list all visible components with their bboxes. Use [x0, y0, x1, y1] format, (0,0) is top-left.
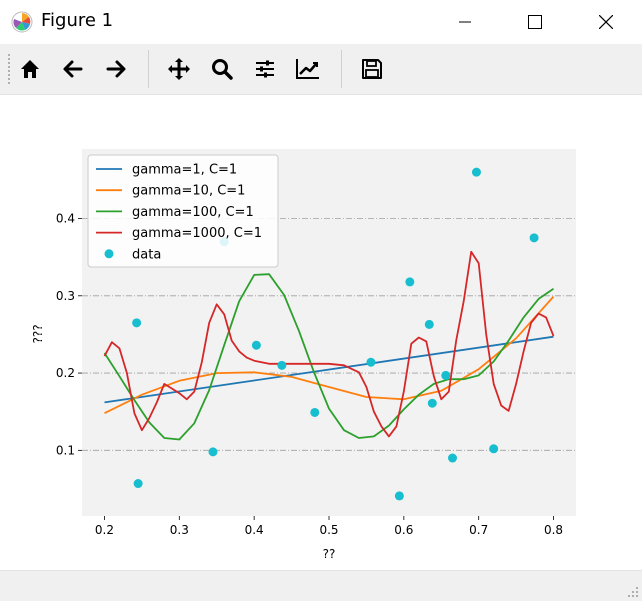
series-line-1: [104, 335, 554, 404]
x-tick-label: 0.2: [95, 523, 114, 537]
x-tick-label: 0.8: [544, 523, 563, 537]
toolbar-separator: [148, 50, 149, 88]
legend-swatch: [104, 249, 114, 259]
data-point: [448, 453, 457, 463]
move-icon: [168, 58, 190, 80]
edit-axis-button[interactable]: [291, 52, 325, 86]
legend[interactable]: gamma=1, C=1 gamma=10, C=1 gamma=100, C=1 g…: [87, 154, 279, 268]
maximize-button[interactable]: [512, 0, 558, 44]
toolbar: [0, 44, 642, 95]
window-title: Figure 1: [41, 10, 114, 31]
y-axis-label: ???: [31, 324, 45, 343]
sliders-icon: [256, 60, 274, 78]
data-point: [133, 479, 143, 489]
series-lines: [103, 250, 555, 441]
data-point: [424, 319, 434, 329]
data-point: [366, 357, 376, 367]
data-point: [251, 340, 261, 350]
y-tick-label: 0.3: [56, 289, 75, 303]
x-axis-label: ??: [323, 547, 336, 561]
y-axis: 0.1 0.2 0.3 0.4: [56, 212, 82, 457]
pan-button[interactable]: [162, 52, 196, 86]
resize-grip-icon[interactable]: [627, 586, 639, 598]
data-point: [405, 277, 415, 287]
legend-label: gamma=10, C=1: [132, 184, 245, 199]
x-axis: 0.2 0.3 0.4 0.5 0.6 0.7 0.8: [95, 516, 563, 537]
data-point: [394, 491, 404, 501]
data-point: [441, 370, 451, 380]
series-line-3: [103, 273, 555, 441]
matplotlib-logo-icon: [11, 11, 33, 33]
legend-label: gamma=1, C=1: [132, 163, 237, 178]
minimize-icon: [459, 21, 471, 23]
close-button[interactable]: [583, 0, 629, 44]
data-point: [277, 360, 287, 370]
legend-label: data: [132, 247, 161, 262]
toolbar-grip-icon[interactable]: [6, 54, 12, 84]
home-icon: [21, 60, 39, 78]
series-line-4: [103, 250, 555, 438]
x-tick-label: 0.7: [469, 523, 488, 537]
data-point: [529, 233, 539, 243]
data-point: [427, 398, 437, 408]
figure-canvas[interactable]: 0.2 0.3 0.4 0.5 0.6 0.7 0.8 0.1 0.2 0.3 0.4 ?? ??…: [0, 95, 642, 570]
data-point: [310, 407, 320, 417]
x-tick-label: 0.5: [319, 523, 338, 537]
save-button[interactable]: [355, 52, 389, 86]
x-tick-label: 0.4: [245, 523, 264, 537]
line-chart-icon: [296, 59, 319, 79]
x-tick-label: 0.6: [394, 523, 413, 537]
data-point: [132, 318, 142, 328]
chart[interactable]: 0.2 0.3 0.4 0.5 0.6 0.7 0.8 0.1 0.2 0.3 0.4 ?? ??…: [0, 95, 642, 570]
scatter-points: [132, 167, 539, 501]
arrow-left-icon: [63, 60, 83, 78]
legend-box: [87, 154, 279, 268]
y-tick-label: 0.1: [56, 443, 75, 457]
maximize-icon: [528, 15, 542, 29]
configure-subplots-button[interactable]: [248, 52, 282, 86]
close-icon: [599, 15, 613, 29]
back-button[interactable]: [56, 52, 90, 86]
magnifier-icon: [212, 59, 233, 80]
title-bar: Figure 1: [0, 0, 642, 44]
floppy-disk-icon: [362, 59, 382, 79]
data-point: [208, 447, 218, 457]
data-point: [471, 167, 481, 177]
series-line-2: [104, 295, 555, 415]
y-tick-label: 0.2: [56, 366, 75, 380]
legend-label: gamma=100, C=1: [132, 205, 254, 220]
status-bar: [0, 570, 642, 601]
forward-button[interactable]: [99, 52, 133, 86]
legend-label: gamma=1000, C=1: [132, 226, 262, 241]
zoom-button[interactable]: [205, 52, 239, 86]
arrow-right-icon: [106, 60, 126, 78]
toolbar-separator: [341, 50, 342, 88]
data-point: [489, 444, 499, 454]
y-tick-label: 0.4: [56, 212, 75, 226]
x-tick-label: 0.3: [170, 523, 189, 537]
minimize-button[interactable]: [442, 0, 488, 44]
home-button[interactable]: [13, 52, 47, 86]
